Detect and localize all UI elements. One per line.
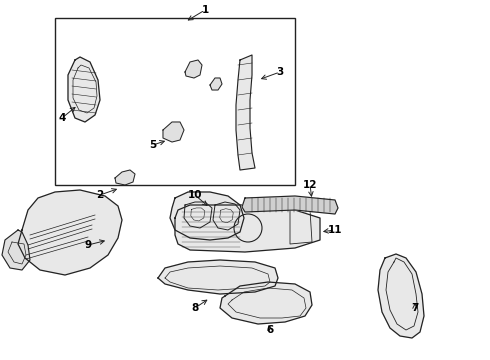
Text: 9: 9 (84, 240, 92, 250)
Text: 7: 7 (411, 303, 418, 313)
Polygon shape (158, 260, 278, 294)
Polygon shape (115, 170, 135, 185)
Polygon shape (210, 78, 222, 90)
Text: 8: 8 (192, 303, 198, 313)
Text: 1: 1 (201, 5, 209, 15)
Polygon shape (68, 57, 100, 122)
Text: 4: 4 (58, 113, 66, 123)
Polygon shape (236, 55, 255, 170)
Polygon shape (378, 254, 424, 338)
Text: 6: 6 (267, 325, 273, 335)
Text: 2: 2 (97, 190, 103, 200)
Polygon shape (220, 282, 312, 324)
Polygon shape (242, 196, 338, 214)
Text: 12: 12 (303, 180, 317, 190)
Text: 10: 10 (188, 190, 202, 200)
Polygon shape (185, 60, 202, 78)
Text: 5: 5 (149, 140, 157, 150)
Polygon shape (18, 190, 122, 275)
Polygon shape (163, 122, 184, 142)
Text: 3: 3 (276, 67, 284, 77)
Polygon shape (170, 192, 244, 240)
Polygon shape (175, 205, 320, 252)
Polygon shape (2, 230, 30, 270)
Bar (55, 18, 295, 185)
Text: 11: 11 (328, 225, 342, 235)
